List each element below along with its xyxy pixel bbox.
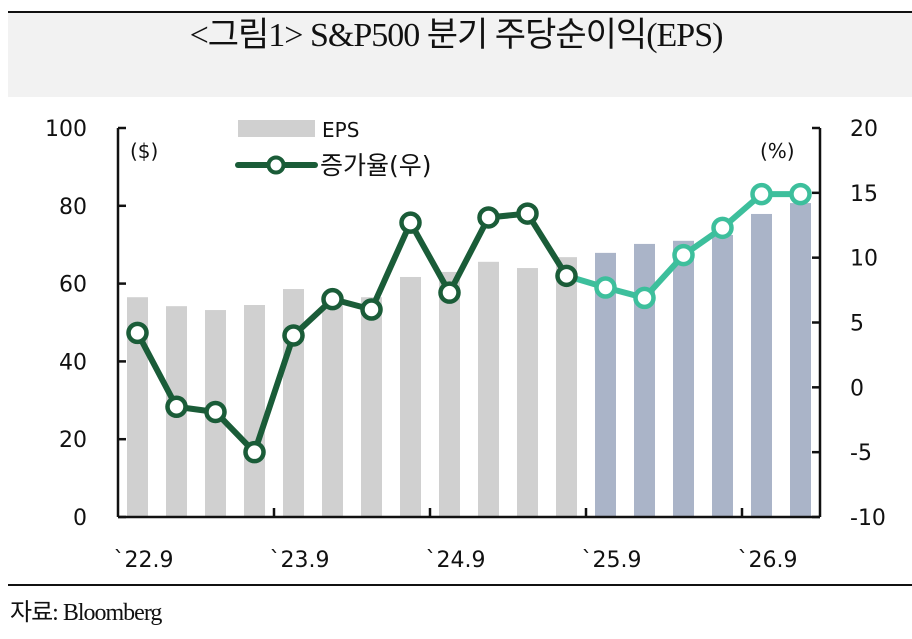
x-axis-tick-label: `23.9 — [270, 548, 330, 573]
growth-line-actual — [134, 210, 570, 456]
right-axis-tick-label: -10 — [850, 506, 886, 531]
growth-point — [399, 211, 422, 234]
eps-bar — [712, 234, 733, 517]
growth-point — [516, 202, 539, 225]
eps-bar — [400, 276, 421, 517]
growth-point — [282, 324, 305, 347]
growth-point — [594, 276, 617, 299]
eps-bar — [751, 213, 772, 517]
eps-bar — [790, 203, 811, 517]
top-rule — [8, 11, 912, 13]
chart: 0 20 40 60 80 100 -10 -5 0 5 10 15 20 `22.9 `23.9 `24.9… — [45, 117, 886, 573]
x-axis-tick-label: `22.9 — [114, 548, 174, 573]
growth-point — [555, 264, 578, 288]
eps-bar — [517, 268, 538, 517]
right-axis-tick-label: -5 — [850, 441, 872, 466]
growth-point — [750, 182, 773, 206]
left-axis-tick-label: 0 — [73, 506, 87, 531]
right-axis-unit: (%) — [760, 139, 795, 163]
eps-bar — [361, 297, 382, 517]
source-note: 자료: Bloomberg — [10, 600, 162, 626]
eps-bar — [478, 261, 499, 517]
title-band — [8, 13, 912, 97]
line-group — [126, 182, 812, 464]
right-axis-tick-label: 0 — [850, 376, 864, 401]
right-axis-tick-label: 5 — [850, 312, 864, 337]
legend-marker-growth — [266, 155, 286, 175]
legend: EPS 증가율(우) — [235, 118, 432, 180]
legend-label-growth: 증가율(우) — [320, 151, 432, 180]
right-axis-tick-label: 10 — [850, 247, 878, 272]
eps-bar — [244, 304, 265, 517]
eps-bar — [322, 296, 343, 517]
growth-point — [672, 243, 695, 267]
left-axis-tick-label: 80 — [59, 195, 87, 220]
eps-bar — [283, 289, 304, 517]
left-axis-tick-label: 40 — [59, 350, 87, 375]
right-axis-tick-label: 15 — [850, 182, 878, 207]
growth-point — [360, 298, 383, 321]
bottom-rule — [8, 584, 912, 586]
growth-point — [438, 281, 461, 304]
x-axis-tick-label: `26.9 — [738, 548, 798, 573]
chart-title: <그림1> S&P500 분기 주당순이익(EPS) — [189, 17, 724, 54]
right-axis-tick-label: 20 — [850, 117, 878, 142]
legend-swatch-eps — [238, 120, 315, 137]
eps-bar — [439, 271, 460, 517]
x-axis-tick-label: `25.9 — [582, 548, 642, 573]
growth-point — [711, 216, 734, 240]
growth-point — [204, 400, 227, 424]
growth-point — [243, 440, 266, 464]
axes-group: 0 20 40 60 80 100 -10 -5 0 5 10 15 20 `22.9 `23.9 `24.9… — [45, 117, 886, 573]
eps-bar — [595, 252, 616, 517]
left-axis-tick-label: 100 — [45, 117, 87, 142]
left-axis-tick-label: 20 — [59, 428, 87, 453]
left-axis-unit: ($) — [130, 139, 158, 163]
left-axis-tick-label: 60 — [59, 273, 87, 298]
growth-point — [633, 286, 656, 310]
eps-bar — [127, 297, 148, 517]
eps-bar — [673, 240, 694, 517]
growth-point — [126, 321, 149, 345]
growth-point — [789, 182, 812, 206]
legend-label-eps: EPS — [322, 118, 359, 142]
growth-point — [321, 287, 344, 311]
eps-bar — [556, 257, 577, 517]
growth-point — [165, 395, 188, 419]
eps-bar — [634, 243, 655, 517]
x-axis-tick-label: `24.9 — [426, 548, 486, 573]
growth-point — [477, 206, 500, 229]
